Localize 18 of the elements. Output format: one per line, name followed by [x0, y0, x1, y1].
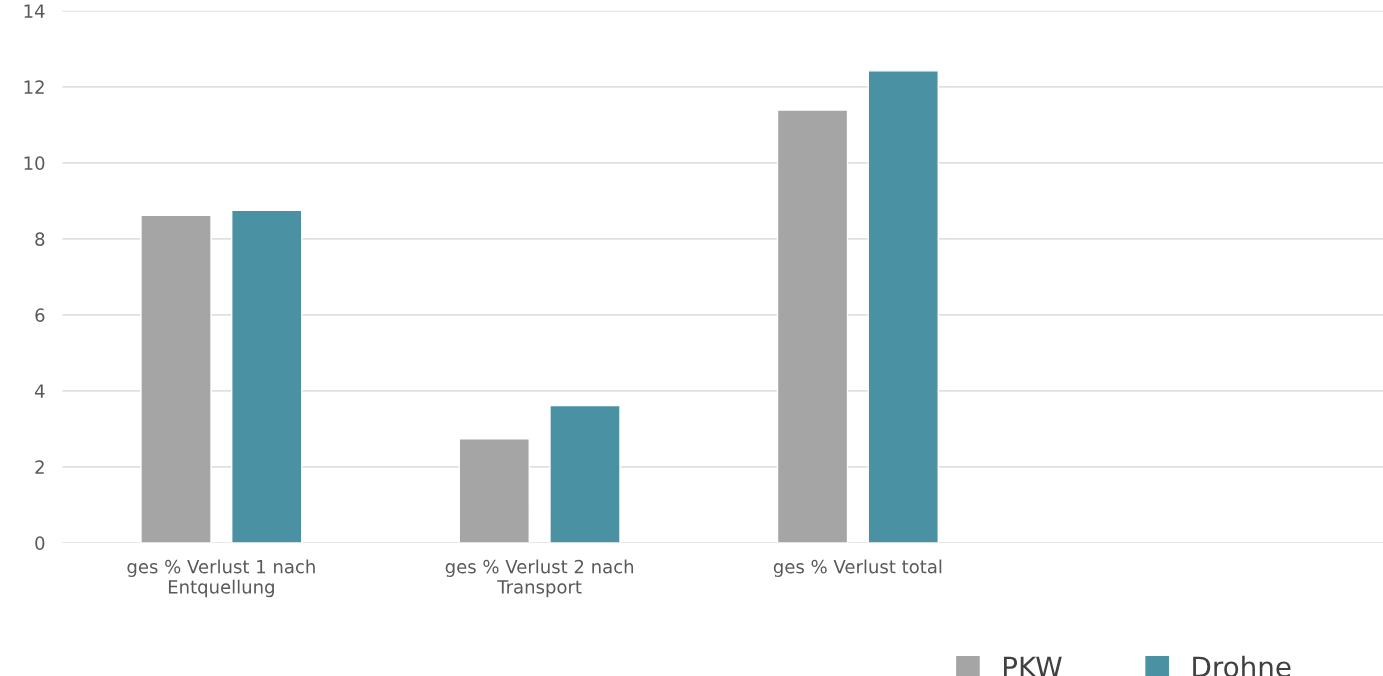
y-tick-label: 14	[24, 4, 45, 18]
y-tick-label: 10	[24, 156, 45, 170]
y-tick-label: 0	[35, 536, 45, 550]
x-tick-label: ges % Verlust total	[773, 559, 942, 577]
y-tick-label: 4	[34, 384, 45, 398]
bar	[867, 70, 939, 543]
bar	[231, 209, 303, 543]
bar	[458, 438, 530, 543]
bar	[549, 404, 621, 543]
x-tick-label: ges % Verlust 1 nach Entquellung	[127, 559, 315, 598]
y-tick-label: 12	[24, 80, 44, 94]
y-tick-label: 6	[35, 308, 45, 322]
bar	[776, 109, 849, 543]
bar	[140, 214, 212, 543]
y-tick-label: 2	[35, 460, 44, 474]
legend-label: PKW	[1004, 656, 1062, 676]
y-tick-label: 8	[35, 232, 45, 246]
x-tick-label: ges % Verlust 2 nach Transport	[445, 559, 634, 598]
